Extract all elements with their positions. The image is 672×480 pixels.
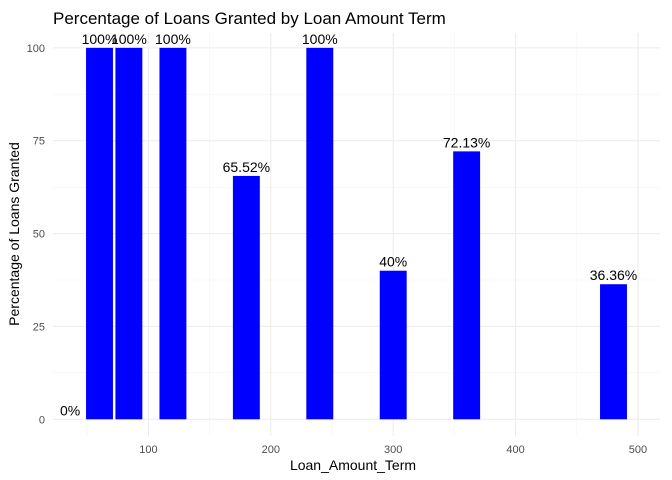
data-label: 0% bbox=[60, 402, 80, 418]
bar bbox=[115, 47, 143, 420]
data-label: 40% bbox=[379, 254, 407, 270]
bar bbox=[453, 151, 481, 420]
data-label: 36.36% bbox=[590, 267, 637, 283]
bar bbox=[379, 270, 407, 420]
bar bbox=[306, 47, 334, 420]
data-label: 100% bbox=[82, 31, 118, 47]
x-axis-ticks: 100 200 300 400 500 bbox=[139, 444, 647, 456]
data-label: 65.52% bbox=[223, 159, 270, 175]
y-tick-label: 0 bbox=[39, 414, 45, 426]
x-tick-label: 100 bbox=[139, 444, 157, 456]
data-label: 72.13% bbox=[443, 134, 490, 150]
y-tick-label: 100 bbox=[27, 43, 45, 55]
x-tick-label: 500 bbox=[629, 444, 647, 456]
data-label: 100% bbox=[111, 31, 147, 47]
bars bbox=[86, 47, 627, 420]
chart-title: Percentage of Loans Granted by Loan Amou… bbox=[53, 9, 446, 28]
bar bbox=[232, 175, 260, 420]
bar bbox=[600, 284, 627, 420]
x-tick-label: 300 bbox=[384, 444, 402, 456]
y-axis-title: Percentage of Loans Granted bbox=[6, 142, 22, 326]
x-tick-label: 400 bbox=[506, 444, 524, 456]
y-tick-label: 75 bbox=[33, 136, 45, 148]
x-axis-title: Loan_Amount_Term bbox=[290, 457, 416, 473]
bar bbox=[159, 47, 187, 420]
gridlines bbox=[53, 33, 660, 436]
data-label: 100% bbox=[302, 31, 338, 47]
y-axis-ticks: 0 25 50 75 100 bbox=[27, 43, 45, 426]
y-tick-label: 50 bbox=[33, 229, 45, 241]
y-tick-label: 25 bbox=[33, 321, 45, 333]
data-labels: 0%100%100% 100%65.52%100%40%72.13%36.36% bbox=[60, 31, 637, 418]
x-tick-label: 200 bbox=[262, 444, 280, 456]
bar bbox=[86, 47, 113, 420]
data-label: 100% bbox=[155, 31, 191, 47]
